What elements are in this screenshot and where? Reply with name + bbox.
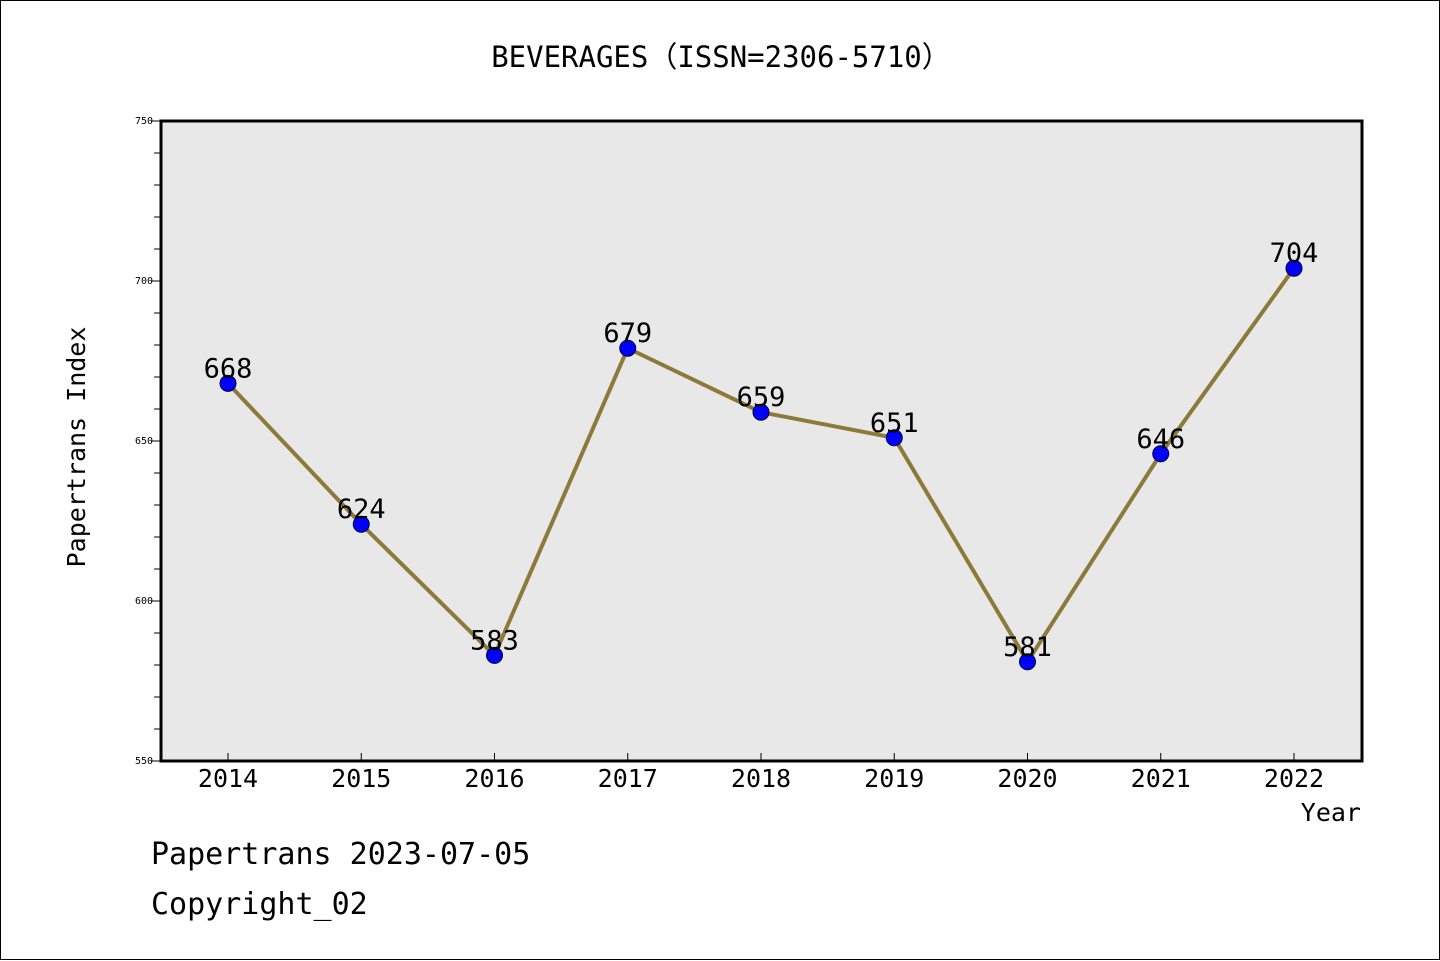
x-tick-label: 2014 — [198, 764, 258, 793]
data-point — [219, 374, 237, 392]
data-point — [885, 429, 903, 447]
data-label: 704 — [1270, 238, 1319, 269]
x-tick-label: 2016 — [464, 764, 524, 793]
data-label: 646 — [1136, 424, 1185, 455]
data-point — [1019, 653, 1036, 671]
footer-date: Papertrans 2023-07-05 — [151, 837, 531, 872]
y-tick-label: 600 — [135, 596, 153, 607]
y-axis-label: Papertrans Index — [62, 327, 91, 568]
x-tick-label: 2021 — [1131, 764, 1191, 793]
x-tick-label: 2019 — [864, 764, 924, 793]
data-label: 651 — [870, 408, 919, 439]
y-tick-label: 750 — [135, 116, 153, 127]
x-tick-label: 2022 — [1264, 764, 1324, 793]
footer-copyright: Copyright_02 — [151, 887, 368, 922]
x-tick-label: 2015 — [331, 764, 391, 793]
x-tick-label: 2017 — [598, 764, 658, 793]
x-tick-label: 2018 — [731, 764, 791, 793]
x-axis: 2014 2015 2016 2017 2018 2019 2020 2021 2022 — [198, 753, 1324, 793]
data-label: 583 — [470, 625, 519, 656]
x-axis-label: Year — [1301, 798, 1361, 827]
y-axis: 550 600 650 700 750 — [135, 116, 161, 767]
data-point — [1152, 445, 1170, 463]
data-point — [752, 403, 770, 421]
data-point — [619, 339, 637, 357]
series-markers — [219, 259, 1303, 671]
chart-title: BEVERAGES（ISSN=2306-5710） — [491, 40, 951, 74]
data-label: 659 — [737, 382, 786, 413]
data-labels: 668 624 583 679 659 651 581 646 704 — [204, 238, 1319, 663]
data-label: 668 — [204, 353, 253, 384]
y-tick-label: 650 — [135, 436, 153, 447]
plot-area — [159, 119, 1364, 763]
x-tick-label: 2020 — [997, 764, 1057, 793]
data-point — [486, 646, 503, 664]
y-tick-label: 700 — [135, 276, 153, 287]
data-label: 624 — [337, 494, 386, 525]
y-tick-label: 550 — [135, 756, 153, 767]
data-label: 679 — [603, 318, 652, 349]
data-label: 581 — [1003, 632, 1052, 663]
data-point — [352, 515, 370, 533]
data-point — [1285, 259, 1303, 277]
